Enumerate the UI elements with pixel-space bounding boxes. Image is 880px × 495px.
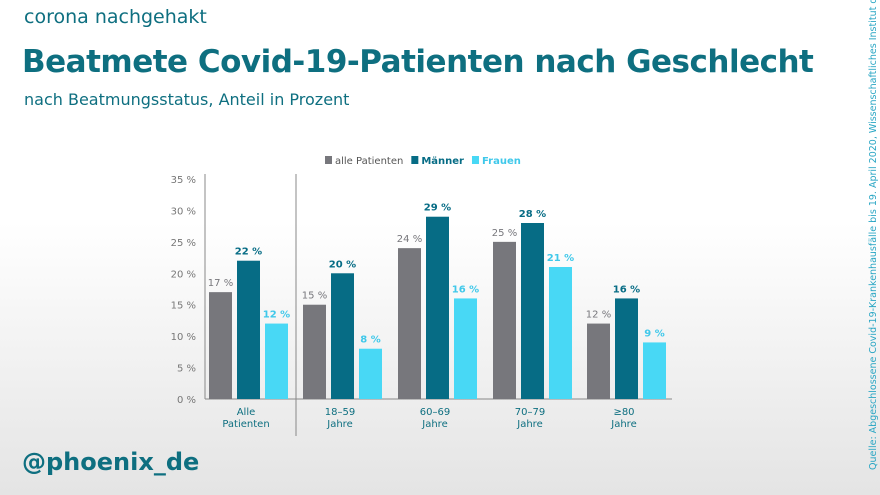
x-tick-label: 70–79: [515, 407, 545, 418]
x-tick-label: Jahre: [610, 419, 636, 430]
y-tick-label: 30 %: [171, 206, 196, 217]
data-label: 12 %: [263, 310, 290, 321]
subtitle: nach Beatmungsstatus, Anteil in Prozent: [24, 90, 350, 109]
data-label: 17 %: [208, 278, 233, 289]
data-label: 28 %: [519, 209, 546, 220]
y-tick-label: 20 %: [171, 269, 196, 280]
bar-0-0: [209, 292, 232, 399]
x-tick-label: Alle: [237, 407, 256, 418]
y-tick-label: 35 %: [171, 175, 196, 186]
x-tick-label: 18–59: [325, 407, 355, 418]
y-tick-label: 15 %: [171, 301, 196, 312]
y-tick-label: 0 %: [177, 395, 196, 406]
kicker: corona nachgehakt: [24, 6, 207, 28]
data-label: 22 %: [235, 247, 262, 258]
bar-0-1: [303, 304, 326, 399]
bar-0-4: [587, 323, 610, 399]
bar-1-4: [615, 298, 638, 399]
data-label: 24 %: [397, 234, 422, 245]
bar-1-1: [331, 273, 354, 399]
legend-label: Männer: [421, 156, 464, 167]
data-label: 25 %: [492, 228, 517, 239]
bar-1-3: [521, 223, 544, 399]
data-label: 15 %: [302, 291, 327, 302]
legend-swatch: [325, 156, 332, 164]
data-label: 12 %: [586, 310, 611, 321]
bar-2-3: [549, 267, 572, 399]
bar-2-0: [265, 323, 288, 399]
bar-2-2: [454, 298, 477, 399]
bar-1-2: [426, 216, 449, 399]
legend-swatch: [411, 156, 419, 164]
y-tick-label: 10 %: [171, 332, 196, 343]
page-title: Beatmete Covid-19-Patienten nach Geschle…: [22, 44, 814, 80]
data-label: 21 %: [547, 253, 574, 264]
bar-2-4: [643, 342, 666, 399]
x-tick-label: ≥80: [613, 407, 634, 418]
legend-label: Frauen: [482, 156, 521, 167]
x-tick-label: 60–69: [420, 407, 450, 418]
x-tick-label: Jahre: [516, 419, 542, 430]
y-tick-label: 25 %: [171, 238, 196, 249]
data-label: 8 %: [360, 335, 380, 346]
legend-label: alle Patienten: [335, 156, 403, 167]
bar-0-2: [398, 248, 421, 399]
x-tick-label: Jahre: [421, 419, 447, 430]
bar-0-3: [493, 241, 516, 399]
data-label: 16 %: [613, 284, 640, 295]
social-handle: @phoenix_de: [22, 448, 200, 476]
y-tick-label: 5 %: [177, 364, 196, 375]
legend-swatch: [471, 156, 479, 164]
data-label: 9 %: [644, 328, 664, 339]
x-tick-label: Patienten: [222, 419, 269, 430]
bar-1-0: [237, 260, 260, 399]
data-label: 16 %: [452, 284, 479, 295]
bar-2-1: [359, 348, 382, 399]
x-tick-label: Jahre: [326, 419, 352, 430]
data-label: 20 %: [329, 259, 356, 270]
data-label: 29 %: [424, 203, 451, 214]
